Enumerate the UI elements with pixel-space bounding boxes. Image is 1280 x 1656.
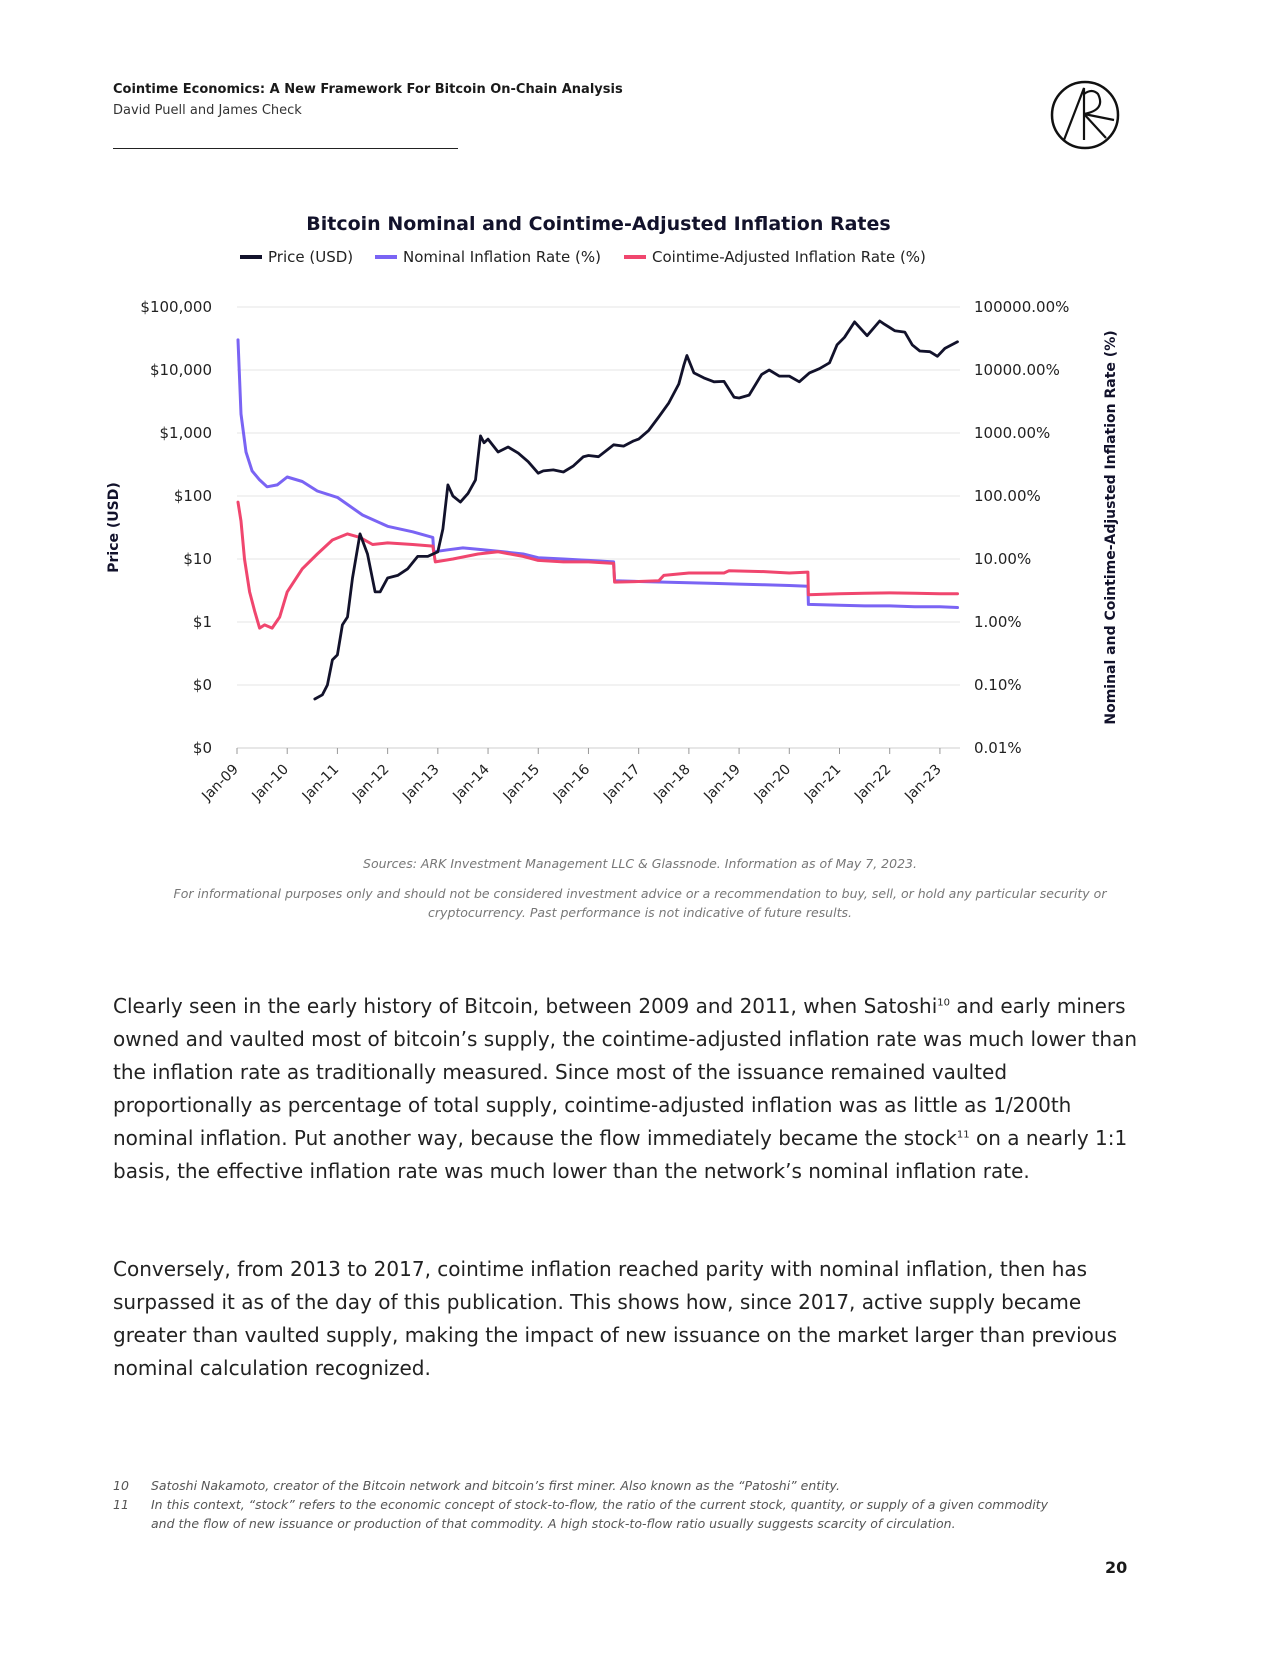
- header-authors: David Puell and James Check: [113, 103, 302, 118]
- chart-title: Bitcoin Nominal and Cointime-Adjusted In…: [306, 213, 890, 235]
- footnote-text: In this context, “stock” refers to the e…: [151, 1497, 1048, 1531]
- x-tick-label: Jan-14: [449, 761, 493, 805]
- body-paragraph-1: Clearly seen in the early history of Bit…: [113, 990, 1143, 1188]
- header-title: Cointime Economics: A New Framework For …: [113, 82, 623, 97]
- x-tick-label: Jan-18: [650, 762, 693, 805]
- legend-label: Nominal Inflation Rate (%): [403, 248, 601, 266]
- nominal-inflation-series-line: [236, 338, 959, 609]
- x-tick-label: Jan-10: [249, 762, 292, 805]
- x-tick-label: Jan-21: [801, 762, 844, 805]
- x-tick-label: Jan-15: [500, 762, 543, 805]
- cointime-inflation-series-line: [236, 500, 959, 630]
- x-tick-label: Jan-09: [198, 762, 241, 805]
- y-left-tick-label: $1: [193, 613, 212, 631]
- y-left-tick-label: $0: [193, 739, 212, 757]
- y-right-tick-label: 10000.00%: [974, 361, 1060, 379]
- y-right-axis-title: Nominal and Cointime-Adjusted Inflation …: [1103, 330, 1119, 724]
- body-paragraph-2: Conversely, from 2013 to 2017, cointime …: [113, 1257, 1118, 1380]
- header-rule: [113, 148, 458, 149]
- x-tick-label: Jan-16: [550, 761, 594, 805]
- x-tick-label: Jan-11: [299, 762, 342, 805]
- legend-label: Cointime-Adjusted Inflation Rate (%): [652, 248, 926, 266]
- y-left-tick-label: $1,000: [160, 424, 213, 442]
- ark-logo-icon: [1050, 80, 1120, 150]
- x-tick-label: Jan-22: [851, 762, 894, 805]
- y-right-tick-label: 100.00%: [974, 487, 1041, 505]
- chart-disclaimer: For informational purposes only and shou…: [173, 886, 1107, 920]
- body-p1-b: and early miners owned and vaulted most …: [113, 994, 1138, 1150]
- y-right-tick-label: 100000.00%: [974, 298, 1069, 316]
- footnote-ref-10[interactable]: 10: [937, 997, 950, 1009]
- footnote-text: Satoshi Nakamoto, creator of the Bitcoin…: [151, 1478, 840, 1493]
- footnote-number: 10: [113, 1478, 129, 1493]
- body-p1-c: on a nearly 1:1 basis, the effective inf…: [113, 1126, 1128, 1183]
- y-right-tick-label: 1000.00%: [974, 424, 1050, 442]
- y-left-tick-label: $100: [174, 487, 212, 505]
- y-left-tick-label: $0: [193, 676, 212, 694]
- x-tick-label: Jan-13: [399, 762, 442, 805]
- inflation-chart: Bitcoin Nominal and Cointime-Adjusted In…: [106, 213, 1119, 805]
- x-tick-label: Jan-20: [751, 762, 794, 805]
- footnote-ref-11[interactable]: 11: [956, 1129, 970, 1141]
- y-right-tick-label: 1.00%: [974, 613, 1022, 631]
- y-right-tick-label: 0.01%: [974, 739, 1022, 757]
- price-series-line: [313, 319, 959, 701]
- legend-label: Price (USD): [268, 248, 353, 266]
- x-tick-label: Jan-17: [600, 762, 643, 805]
- chart-sources: Sources: ARK Investment Management LLC &…: [363, 856, 917, 871]
- y-right-tick-label: 0.10%: [974, 676, 1022, 694]
- y-left-tick-label: $10,000: [150, 361, 212, 379]
- x-tick-label: Jan-23: [901, 762, 944, 805]
- y-left-axis-title: Price (USD): [106, 482, 122, 573]
- footnote-number: 11: [113, 1497, 129, 1512]
- y-right-tick-label: 10.00%: [974, 550, 1031, 568]
- x-tick-label: Jan-19: [700, 762, 743, 805]
- x-tick-label: Jan-12: [349, 762, 392, 805]
- footnote-10: 10 Satoshi Nakamoto, creator of the Bitc…: [113, 1476, 1063, 1495]
- page-number: 20: [1105, 1558, 1128, 1577]
- footnote-11: 11 In this context, “stock” refers to th…: [113, 1495, 1063, 1533]
- y-left-tick-label: $10: [183, 550, 212, 568]
- body-p1-a: Clearly seen in the early history of Bit…: [113, 994, 938, 1018]
- y-left-tick-label: $100,000: [140, 298, 212, 316]
